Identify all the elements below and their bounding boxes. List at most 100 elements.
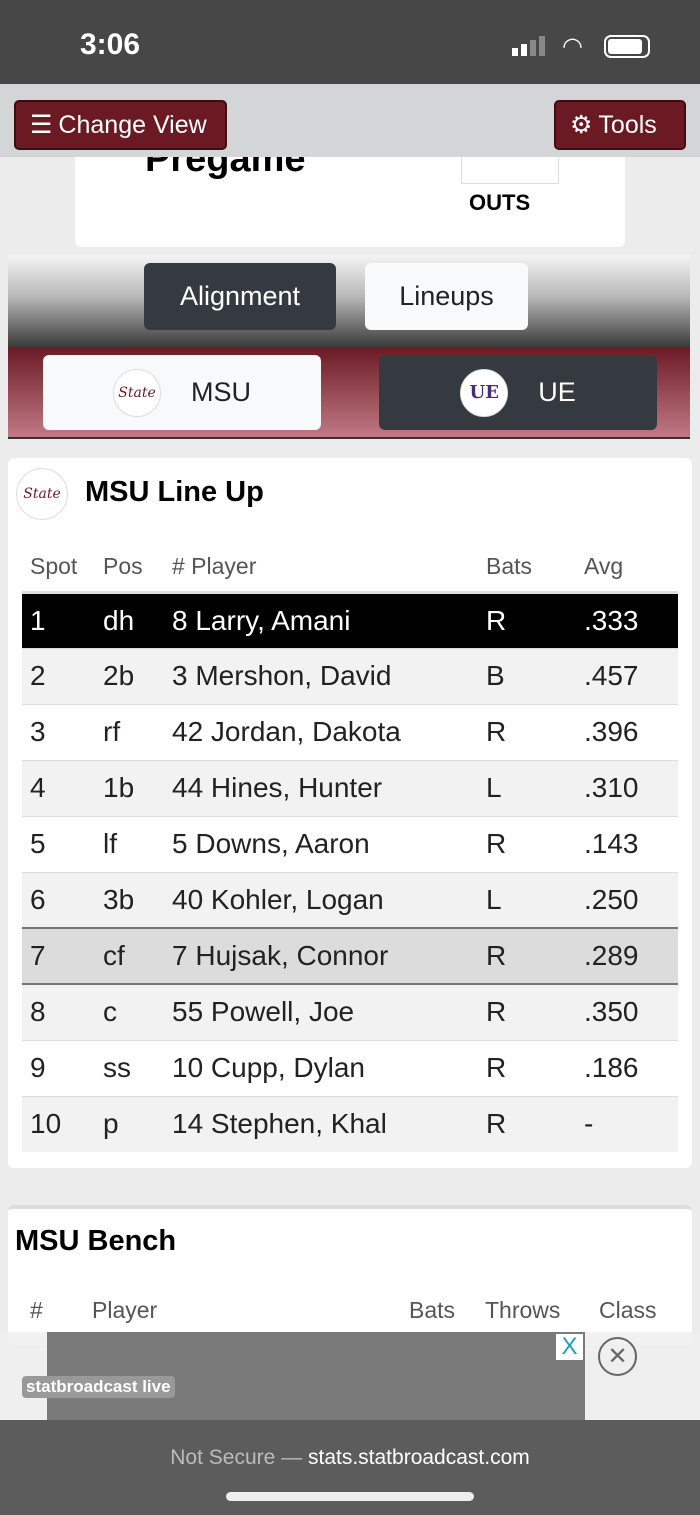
- browser-address-bar[interactable]: Not Secure — stats.statbroadcast.com: [0, 1420, 700, 1515]
- table-cell: 5: [22, 815, 103, 872]
- col-number: #: [30, 1297, 43, 1323]
- table-cell: .250: [584, 871, 678, 928]
- tools-button[interactable]: ⚙ Tools: [554, 100, 686, 150]
- team-label: MSU: [191, 377, 251, 407]
- table-cell: L: [486, 759, 584, 816]
- table-cell: R: [486, 983, 584, 1040]
- table-cell: R: [486, 703, 584, 760]
- menu-icon: ☰: [30, 111, 53, 139]
- table-cell: R: [486, 591, 584, 648]
- table-cell: 8: [22, 983, 103, 1040]
- table-cell: R: [486, 927, 584, 985]
- table-cell: 10 Cupp, Dylan: [172, 1039, 486, 1096]
- table-cell: 8 Larry, Amani: [172, 591, 486, 648]
- table-cell: .143: [584, 815, 678, 872]
- table-cell: R: [486, 1095, 584, 1152]
- table-row[interactable]: 1 dh 8 Larry, Amani R .333: [22, 591, 678, 648]
- lineup-card: State MSU Line Up Spot Pos # Player Bats Avg…: [8, 458, 692, 1168]
- table-cell: -: [584, 1095, 678, 1152]
- table-cell: rf: [103, 703, 172, 760]
- bench-title: MSU Bench: [15, 1225, 177, 1257]
- team-selector: State MSU UE UE: [8, 347, 690, 439]
- column-header: Pos: [103, 542, 172, 594]
- url-text: stats.statbroadcast.com: [307, 1446, 530, 1469]
- table-cell: .289: [584, 927, 678, 985]
- team-button-ue[interactable]: UE UE: [379, 355, 657, 430]
- tab-alignment[interactable]: Alignment: [144, 263, 336, 330]
- table-cell: 44 Hines, Hunter: [172, 759, 486, 816]
- table-cell: dh: [103, 591, 172, 648]
- ue-logo-icon: UE: [460, 368, 509, 417]
- bench-card: MSU Bench # Player Bats Throws Class: [8, 1205, 692, 1345]
- table-cell: .186: [584, 1039, 678, 1096]
- table-cell: 10: [22, 1095, 103, 1152]
- table-cell: 6: [22, 871, 103, 928]
- table-row[interactable]: 7 cf 7 Hujsak, Connor R .289: [22, 927, 678, 985]
- table-cell: cf: [103, 927, 172, 985]
- table-cell: 3: [22, 703, 103, 760]
- outs-label: OUTS: [469, 190, 531, 215]
- wifi-icon: ◠: [562, 33, 583, 60]
- col-class: Class: [599, 1297, 657, 1323]
- table-cell: 14 Stephen, Khal: [172, 1095, 486, 1152]
- not-secure-label: Not Secure —: [170, 1446, 303, 1469]
- table-row[interactable]: 8 c 55 Powell, Joe R .350: [22, 983, 678, 1040]
- table-cell: B: [486, 647, 584, 704]
- lineup-table: Spot Pos # Player Bats Avg 1 dh 8 Larry, Amani R…: [22, 542, 678, 1152]
- change-view-button[interactable]: ☰ Change View: [14, 100, 227, 150]
- table-cell: 55 Powell, Joe: [172, 983, 486, 1040]
- clock: 3:06: [80, 28, 141, 61]
- table-cell: c: [103, 983, 172, 1040]
- col-player: Player: [92, 1297, 158, 1323]
- table-cell: 2: [22, 647, 103, 704]
- table-cell: 7: [22, 927, 103, 985]
- table-cell: 1b: [103, 759, 172, 816]
- table-cell: 3b: [103, 871, 172, 928]
- column-header: # Player: [172, 542, 486, 594]
- table-cell: 3 Mershon, David: [172, 647, 486, 704]
- gears-icon: ⚙: [570, 111, 593, 139]
- table-cell: .310: [584, 759, 678, 816]
- msu-logo-icon: State: [113, 368, 161, 417]
- table-cell: 4: [22, 759, 103, 816]
- table-cell: lf: [103, 815, 172, 872]
- table-cell: 40 Kohler, Logan: [172, 871, 486, 928]
- table-cell: .333: [584, 591, 678, 648]
- table-row[interactable]: 3 rf 42 Jordan, Dakota R .396: [22, 703, 678, 760]
- table-cell: 7 Hujsak, Connor: [172, 927, 486, 985]
- table-cell: 42 Jordan, Dakota: [172, 703, 486, 760]
- table-cell: 1: [22, 591, 103, 648]
- ad-banner: statbroadcast live X ✕: [0, 1332, 700, 1420]
- tools-label: Tools: [598, 110, 657, 139]
- col-throws: Throws: [485, 1297, 561, 1323]
- table-cell: p: [103, 1095, 172, 1152]
- table-cell: 9: [22, 1039, 103, 1096]
- table-row[interactable]: 4 1b 44 Hines, Hunter L .310: [22, 759, 678, 816]
- table-row[interactable]: 5 lf 5 Downs, Aaron R .143: [22, 815, 678, 872]
- team-button-msu[interactable]: State MSU: [43, 355, 321, 430]
- signal-icon: [512, 36, 545, 56]
- table-row[interactable]: 6 3b 40 Kohler, Logan L .250: [22, 871, 678, 928]
- table-cell: 2b: [103, 647, 172, 704]
- column-header: Spot: [22, 542, 103, 594]
- table-cell: ss: [103, 1039, 172, 1096]
- table-cell: R: [486, 1039, 584, 1096]
- msu-logo-icon: State: [16, 468, 68, 520]
- ad-close-button[interactable]: X: [556, 1334, 583, 1360]
- view-tabs: Alignment Lineups: [8, 255, 690, 347]
- close-circle-icon[interactable]: ✕: [598, 1337, 637, 1376]
- tab-lineups[interactable]: Lineups: [365, 263, 528, 330]
- col-bats: Bats: [409, 1297, 456, 1323]
- table-cell: L: [486, 871, 584, 928]
- table-cell: 5 Downs, Aaron: [172, 815, 486, 872]
- table-cell: .457: [584, 647, 678, 704]
- table-row[interactable]: 9 ss 10 Cupp, Dylan R .186: [22, 1039, 678, 1096]
- battery-icon: [604, 35, 650, 58]
- change-view-label: Change View: [58, 110, 207, 139]
- home-indicator[interactable]: [226, 1492, 474, 1501]
- team-label: UE: [538, 377, 576, 407]
- table-row[interactable]: 10 p 14 Stephen, Khal R -: [22, 1095, 678, 1152]
- table-row[interactable]: 2 2b 3 Mershon, David B .457: [22, 647, 678, 704]
- lineup-title: MSU Line Up: [85, 476, 264, 508]
- table-cell: R: [486, 815, 584, 872]
